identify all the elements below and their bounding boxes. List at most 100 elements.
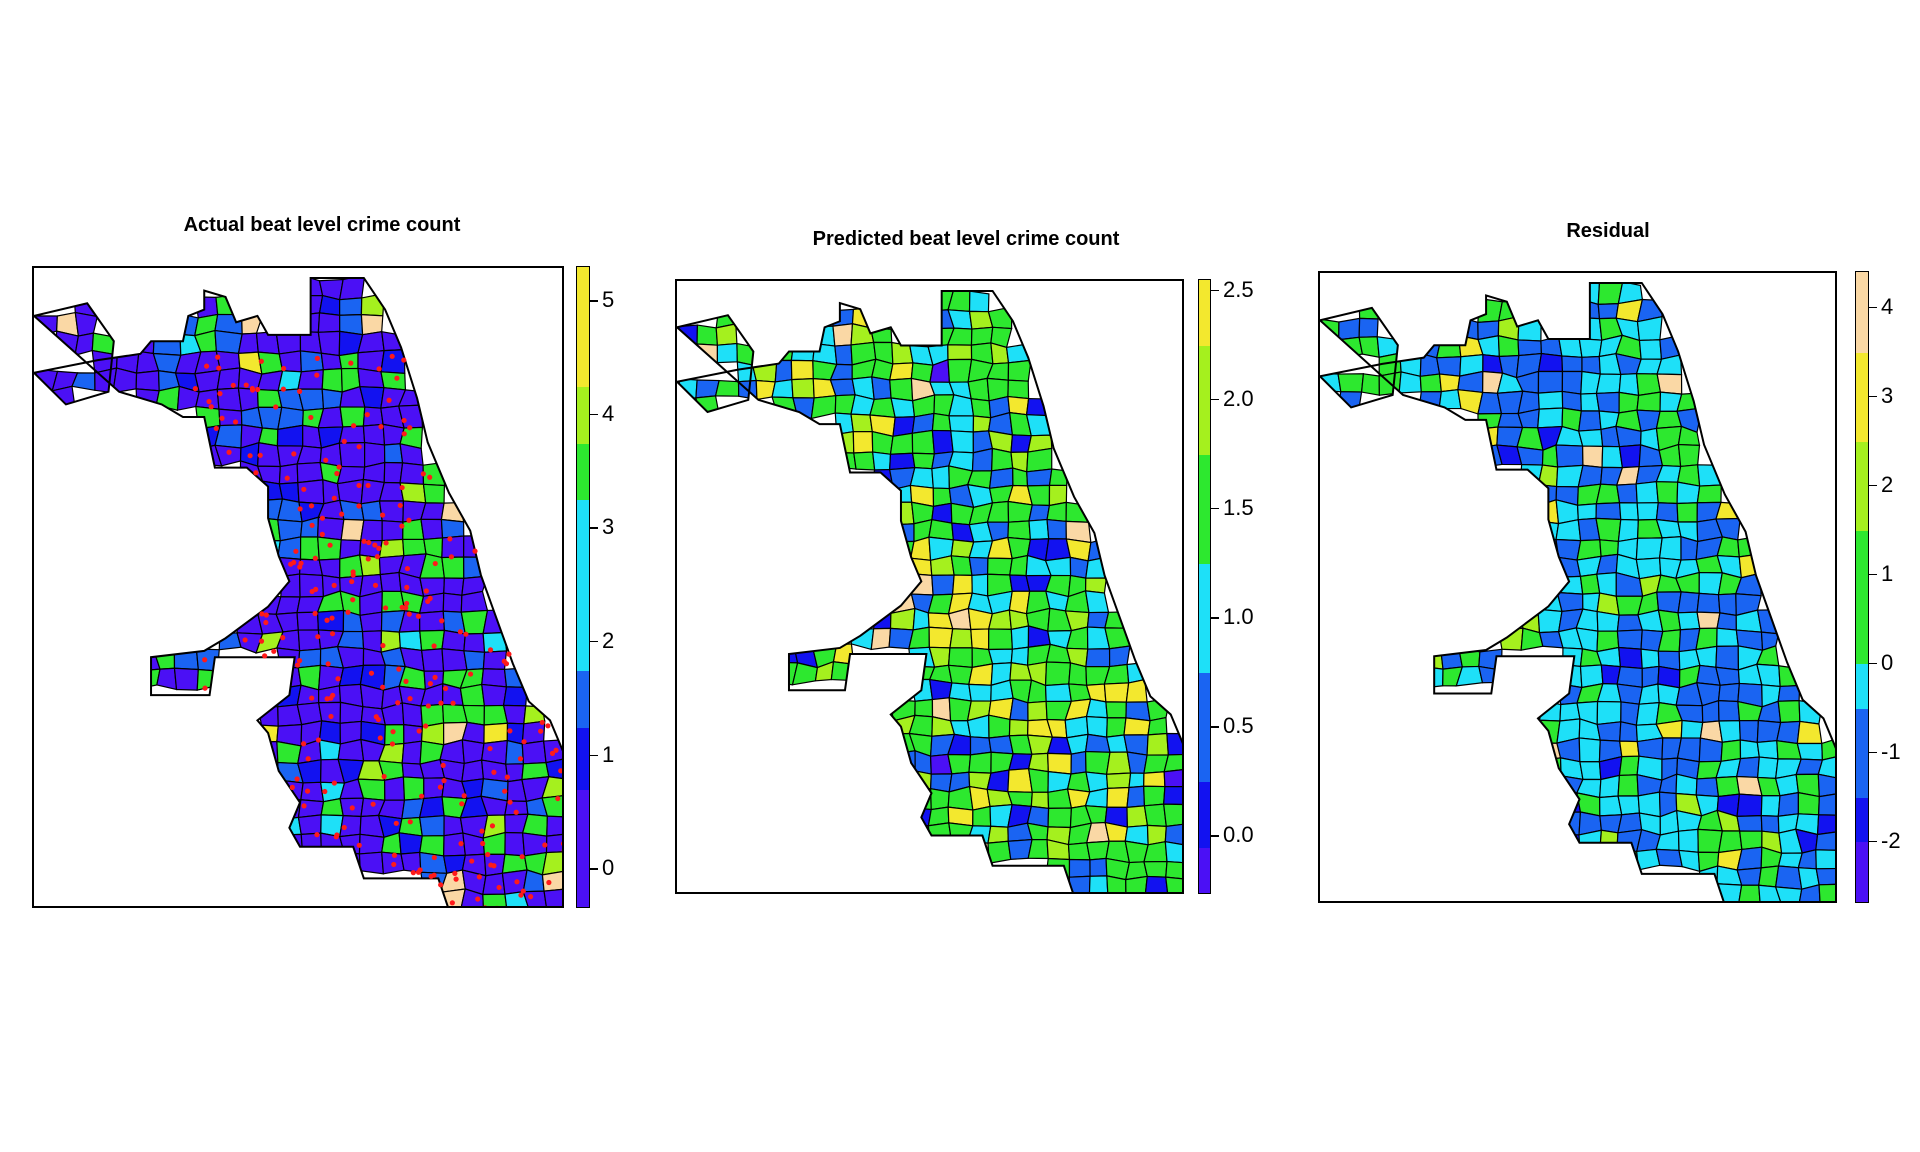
crime-point [553, 747, 559, 753]
crime-point [300, 741, 307, 747]
legend-segment [1856, 797, 1868, 843]
beat-polygon [296, 461, 324, 484]
legend-tick [1869, 484, 1877, 487]
beat-polygon [696, 324, 719, 346]
crime-point [208, 404, 214, 410]
beat-polygon [1715, 666, 1740, 686]
beat-polygon [971, 573, 989, 597]
beat-polygon [546, 815, 562, 837]
beat-polygon [504, 831, 526, 857]
beat-polygon [1599, 829, 1619, 852]
beat-polygon [1123, 717, 1151, 736]
beat-polygon [986, 769, 1010, 793]
beat-polygon [297, 369, 324, 390]
beat-polygon [1736, 793, 1763, 817]
beat-polygon [1044, 683, 1073, 703]
crime-point [519, 854, 525, 860]
crime-point [549, 750, 556, 756]
crime-point [391, 861, 397, 868]
beat-polygon [1635, 481, 1659, 504]
beat-polygon [1817, 773, 1835, 798]
crime-point [257, 452, 263, 458]
beat-polygon [972, 805, 992, 827]
beat-polygon [909, 557, 933, 577]
beat-polygon [1026, 447, 1053, 473]
crime-point [284, 475, 290, 481]
beat-polygon [463, 556, 489, 580]
crime-point [366, 539, 372, 546]
legend-segment [577, 443, 589, 501]
crime-point [322, 788, 328, 795]
beat-polygon [1007, 379, 1030, 400]
beat-polygon [1497, 334, 1520, 358]
crime-point [407, 425, 413, 431]
beat-polygon [888, 362, 914, 381]
beat-polygon [502, 704, 527, 725]
beat-polygon [1777, 791, 1799, 817]
beat-polygon [1640, 648, 1660, 670]
crime-point [309, 522, 315, 528]
map-frame-predicted [675, 279, 1184, 894]
legend-tick-label: 1 [1881, 560, 1894, 586]
beat-polygon [1595, 502, 1622, 521]
crime-point [425, 703, 431, 709]
crime-point [517, 756, 524, 762]
crime-point [521, 739, 527, 745]
beat-polygon [1007, 520, 1032, 541]
beat-polygon [1715, 645, 1740, 671]
crime-point [308, 414, 314, 421]
beat-polygon [987, 648, 1014, 665]
beat-polygon [1617, 774, 1639, 797]
crime-point [427, 681, 433, 687]
beat-polygon [1561, 370, 1583, 395]
crime-point [439, 618, 445, 624]
beat-polygon [1089, 857, 1108, 877]
legend-segment [577, 670, 589, 728]
beat-polygon [297, 648, 322, 669]
beat-polygon [1756, 756, 1779, 780]
beat-polygon [1695, 777, 1720, 798]
crime-point [232, 419, 239, 425]
beat-polygon [1760, 795, 1781, 817]
beat-polygon [357, 367, 385, 389]
legend-tick [1211, 617, 1219, 619]
beat-polygon [1696, 611, 1721, 630]
beat-polygon [1636, 502, 1659, 521]
beat-polygon [1774, 865, 1803, 890]
legend-segment [1856, 352, 1868, 442]
crime-point [437, 784, 443, 790]
crime-point [555, 795, 561, 802]
crime-point [334, 832, 340, 838]
legend-tick-label: 0 [602, 855, 615, 881]
crime-point [427, 595, 433, 601]
crime-point [406, 517, 412, 523]
beat-polygon [1027, 838, 1049, 860]
crime-point [351, 423, 357, 429]
crime-point [370, 801, 376, 807]
crime-point [561, 849, 562, 852]
beat-polygon [949, 628, 973, 649]
crime-point [325, 661, 331, 667]
crime-point [304, 788, 311, 794]
crime-point [452, 870, 458, 877]
crime-point [312, 610, 318, 617]
beat-polygon [1619, 721, 1638, 743]
crime-point [341, 824, 347, 831]
beat-polygon [889, 377, 914, 402]
crime-point [377, 735, 383, 741]
legend-tick-label: 4 [1881, 293, 1894, 319]
beat-polygon [1519, 463, 1544, 488]
crime-point [215, 354, 221, 360]
beat-polygon [1046, 501, 1067, 523]
beat-polygon [1717, 700, 1741, 722]
beat-polygon [359, 611, 383, 633]
legend-bar-predicted [1198, 279, 1211, 894]
beat-polygon [1656, 591, 1682, 614]
beat-polygon [541, 850, 562, 876]
beat-polygon [1126, 785, 1146, 809]
beat-polygon [318, 739, 342, 761]
legend-segment [1199, 672, 1210, 783]
crime-point [365, 556, 371, 562]
legend-tick-label: 3 [1881, 382, 1894, 408]
crime-point [427, 474, 433, 480]
